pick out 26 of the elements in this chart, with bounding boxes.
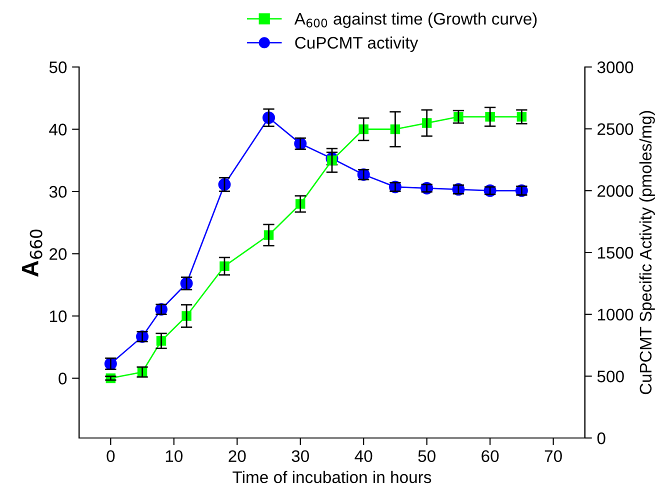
y-tick-label: 30 (49, 186, 67, 198)
y2-axis-title: CuPCMT Specific Activity (pmoles/mg) (639, 111, 655, 394)
y-tick-label: 20 (50, 248, 67, 260)
y-tick-label: 50 (49, 61, 67, 74)
y2-tick-label: 0 (597, 432, 606, 444)
legend-label: A$_{600}$ against time (Growth curve) (294, 12, 537, 28)
x-tick-label: 70 (544, 450, 562, 462)
x-tick-label: 10 (166, 450, 183, 462)
y2-tick-label: 500 (597, 370, 624, 382)
y2-tick-label: 1000 (598, 308, 634, 321)
y2-tick-label: 2500 (598, 123, 634, 136)
x-tick-label: 30 (292, 450, 309, 462)
x-tick-label: 50 (418, 450, 436, 462)
y-axis-title: A$_{660}$ (22, 230, 42, 277)
legend-label: CuPCMT activity (295, 36, 418, 52)
x-tick-label: 0 (106, 450, 115, 462)
x-tick-label: 20 (228, 450, 246, 462)
y-tick-label: 0 (58, 372, 67, 384)
y2-tick-label: 3000 (597, 61, 634, 74)
x-axis-title: Time of incubation in hours (232, 470, 432, 484)
y2-tick-label: 2000 (598, 185, 634, 197)
x-tick-label: 40 (354, 450, 372, 462)
y2-tick-label: 1500 (598, 246, 634, 259)
x-tick-label: 60 (482, 450, 499, 462)
y-tick-label: 10 (50, 310, 67, 322)
y-tick-label: 40 (49, 124, 67, 136)
